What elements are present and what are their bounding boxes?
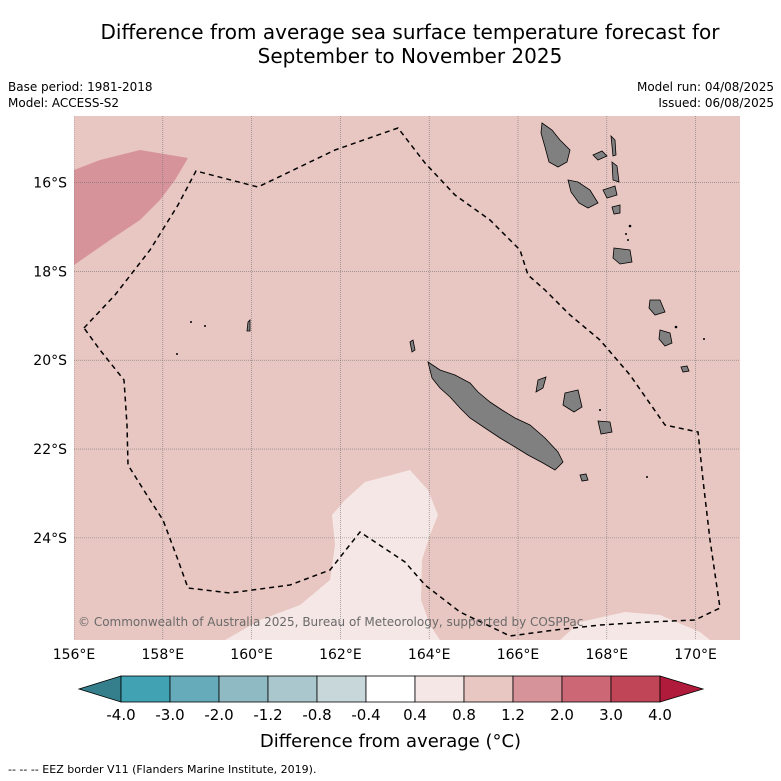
chart-title-line2: September to November 2025 <box>257 44 563 68</box>
colorbar-segment <box>512 675 563 703</box>
land-masses <box>246 122 690 482</box>
graticule <box>74 116 740 640</box>
maewo-island <box>610 134 617 157</box>
colorbar-tick-label: -1.2 <box>253 706 282 724</box>
small-islets <box>176 224 705 478</box>
colorbar-over-arrow <box>659 675 705 703</box>
islet <box>674 325 678 329</box>
latitude-label: 16°S <box>33 176 67 192</box>
colorbar-tick-label: 3.0 <box>599 706 623 724</box>
longitude-label: 170°E <box>674 647 717 663</box>
latitude-label: 18°S <box>33 264 67 280</box>
epi-island <box>611 204 621 215</box>
model-name: Model: ACCESS-S2 <box>8 96 120 110</box>
ambrym-island <box>602 185 618 199</box>
issued-date: Issued: 06/08/2025 <box>658 96 774 110</box>
islet <box>703 338 705 340</box>
islet <box>204 325 206 327</box>
belep-island <box>409 339 416 353</box>
islet <box>627 239 629 241</box>
longitude-label: 160°E <box>230 647 273 663</box>
tanna-island <box>658 329 673 347</box>
colorbar-segment <box>610 675 661 703</box>
longitude-label: 162°E <box>319 647 362 663</box>
islet <box>176 353 178 355</box>
colorbar-under-arrow <box>77 675 122 703</box>
colorbar-tick-label: -4.0 <box>106 706 135 724</box>
colorbar-segment <box>463 675 514 703</box>
longitude-label: 166°E <box>497 647 540 663</box>
cool-anomaly-patch-south <box>225 470 440 640</box>
latitude-tick-labels: 16°S 18°S 20°S 22°S 24°S <box>33 176 67 547</box>
colorbar-tick-label: -0.8 <box>302 706 331 724</box>
colorbar-tick-label: -2.0 <box>204 706 233 724</box>
colorbar-tick-label: 4.0 <box>648 706 672 724</box>
colorbar-segment <box>414 675 465 703</box>
longitude-label: 156°E <box>53 647 96 663</box>
colorbar <box>77 675 705 703</box>
colorbar-segment <box>561 675 612 703</box>
islet <box>190 321 192 323</box>
islet <box>628 224 632 228</box>
colorbar-tick-label: 0.8 <box>452 706 476 724</box>
colorbar-tick-labels: -4.0 -3.0 -2.0 -1.2 -0.8 -0.4 0.4 0.8 1.2 2.0 3.0 4… <box>106 706 672 724</box>
ambae-island <box>592 150 608 161</box>
islet <box>599 409 601 411</box>
pentecost-island <box>611 161 620 183</box>
islet <box>646 476 648 478</box>
aneityum-island <box>680 365 690 373</box>
malekula-island <box>567 179 599 209</box>
latitude-label: 24°S <box>33 531 67 547</box>
longitude-label: 168°E <box>586 647 629 663</box>
mare-island <box>597 420 613 435</box>
longitude-tick-labels: 156°E 158°E 160°E 162°E 164°E 166°E 168°E 170°E <box>53 647 717 663</box>
latitude-label: 20°S <box>33 353 67 369</box>
erromango-island <box>648 299 666 316</box>
latitude-label: 22°S <box>33 442 67 458</box>
ouvea-island <box>535 376 547 393</box>
efate-island <box>612 247 633 265</box>
colorbar-label: Difference from average (°C) <box>259 731 522 752</box>
map-area: © Commonwealth of Australia 2025, Bureau… <box>74 116 740 640</box>
colorbar-segment <box>169 675 220 703</box>
colorbar-segment <box>365 675 416 703</box>
colorbar-tick-label: -0.4 <box>351 706 380 724</box>
model-run-date: Model run: 04/08/2025 <box>636 80 774 94</box>
colorbar-tick-label: -3.0 <box>155 706 184 724</box>
colorbar-segment <box>316 675 367 703</box>
colorbar-segment <box>218 675 269 703</box>
eez-footnote: -- -- -- EEZ border V11 (Flanders Marine… <box>8 763 317 776</box>
lifou-island <box>562 389 583 413</box>
chart-title-line1: Difference from average sea surface temp… <box>100 20 720 44</box>
colorbar-tick-label: 1.2 <box>501 706 525 724</box>
colorbar-tick-label: 2.0 <box>550 706 574 724</box>
eez-border <box>83 127 721 637</box>
isle-of-pines <box>579 473 589 482</box>
colorbar-segment <box>267 675 318 703</box>
colorbar-segment <box>120 675 171 703</box>
new-caledonia-island <box>427 361 564 471</box>
copyright-notice: © Commonwealth of Australia 2025, Bureau… <box>78 615 583 629</box>
base-period: Base period: 1981-2018 <box>8 80 153 94</box>
colorbar-tick-label: 0.4 <box>403 706 427 724</box>
longitude-label: 164°E <box>408 647 451 663</box>
cool-anomaly-patch-southeast <box>560 612 710 640</box>
chesterfield-island <box>246 319 251 332</box>
islet <box>625 233 627 235</box>
longitude-label: 158°E <box>142 647 185 663</box>
espiritu-santo-island <box>540 122 571 168</box>
warm-anomaly-patch <box>74 150 188 265</box>
